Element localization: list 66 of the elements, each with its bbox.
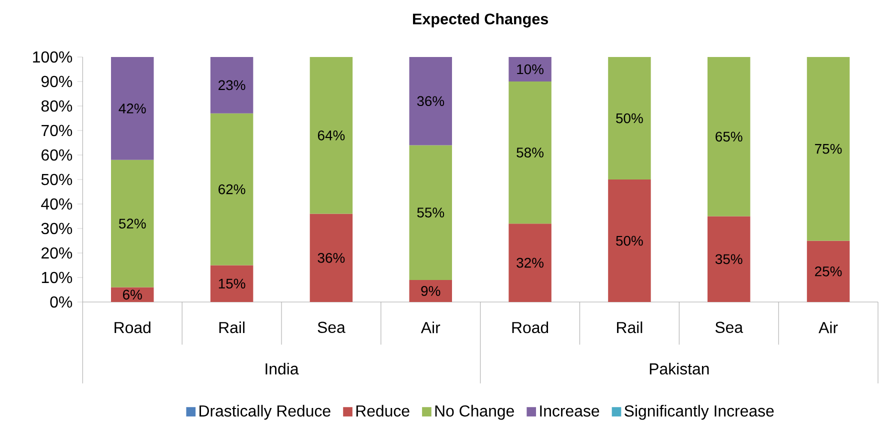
data-label: 25% [815,266,842,276]
data-label: 36% [318,252,345,263]
y-tick-label: 0% [50,296,72,308]
data-label: 23% [218,80,246,90]
bar [806,56,850,241]
y-tick-label: 10% [42,272,72,284]
data-label: 52% [118,218,146,229]
legend-label: Reduce [356,404,410,417]
data-label: 42% [118,104,146,114]
y-tick-label: 40% [41,198,72,210]
y-tick-label: 50% [41,174,72,186]
bar [409,280,452,302]
data-label: 35% [715,254,742,264]
bar [310,56,353,214]
y-tick-label: 80% [41,100,72,112]
data-label: 6% [123,290,142,300]
text: India [266,362,299,375]
x-tick-label: Rail [219,321,244,334]
x-tick-label: Road [114,321,150,334]
text: Pakistan [650,362,709,375]
y-tick-label: 30% [41,222,72,234]
bar [111,160,154,288]
legend-label: Significantly Increase [624,404,774,420]
data-label: 62% [218,184,246,194]
data-label: 55% [417,208,444,218]
data-label: 36% [417,96,444,106]
data-label: 64% [318,130,345,140]
bar [409,56,452,146]
bar [508,224,552,302]
bar [210,56,254,114]
bar [210,265,254,302]
bar [508,81,552,224]
data-label: 50% [616,113,643,124]
bar [708,56,750,216]
data-label: 58% [516,148,544,158]
legend-label: Increase [540,405,600,417]
bar [210,113,254,266]
y-tick-label: 60% [42,149,72,161]
y-tick-label: 90% [41,76,72,88]
data-label: 65% [716,132,742,142]
bar [508,56,552,82]
legend-label: Drastically Reduce [200,404,330,420]
y-tick-label: 20% [42,247,72,259]
y-tick-label: 70% [42,124,72,136]
y-tick-label: 100% [33,51,72,63]
x-tick-label: Sea [715,322,744,333]
x-tick-label: Air [818,322,838,334]
data-label: 50% [616,236,643,246]
chart-title: Expected Changes [413,13,548,28]
x-tick-label: Sea [318,322,346,333]
bar [310,214,353,302]
bar [111,56,154,160]
data-label: 10% [517,64,544,74]
legend-label: No Change [435,404,514,420]
bar [806,240,850,302]
bar [409,145,452,280]
bar [608,180,651,302]
data-label: 9% [421,286,440,296]
bar [608,56,651,180]
x-tick-label: Air [420,322,440,334]
data-label: 75% [815,144,842,154]
data-label: 15% [218,278,246,289]
x-tick-label: Road [512,321,548,334]
bar [708,216,750,302]
data-label: 32% [516,258,544,268]
x-tick-label: Rail [617,321,642,334]
